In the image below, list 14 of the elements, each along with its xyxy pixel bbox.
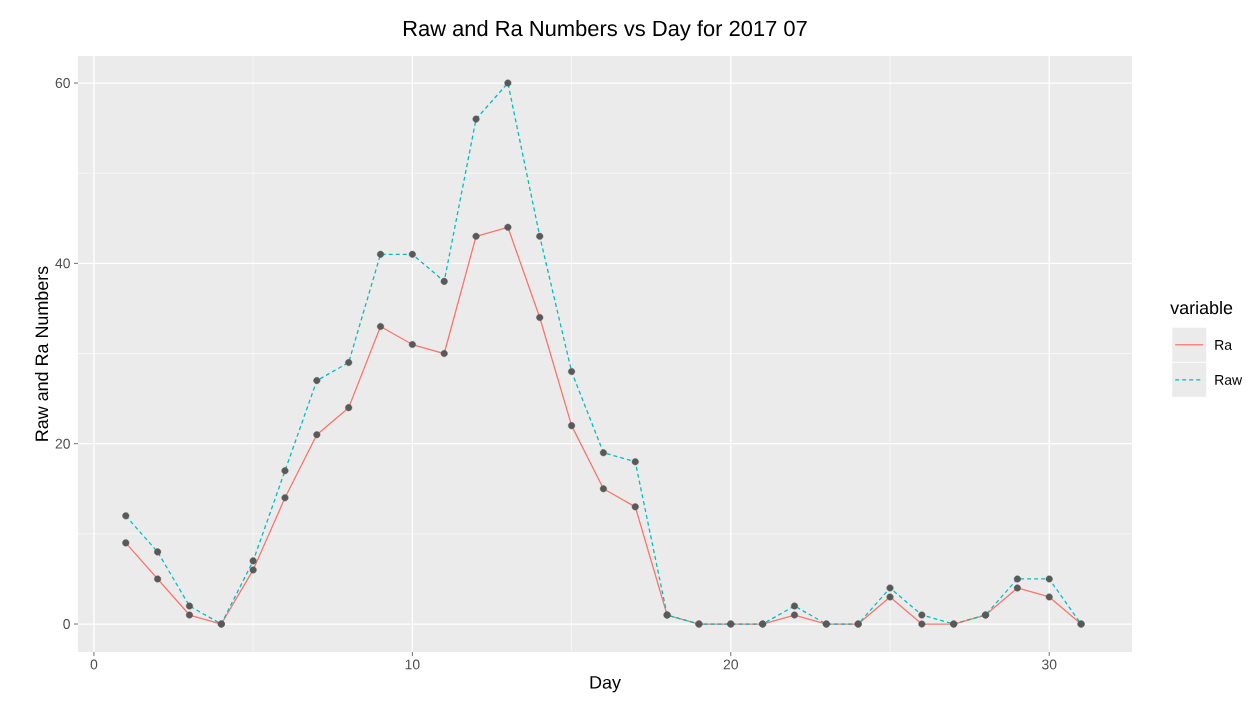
x-axis-title: Day bbox=[590, 676, 621, 693]
y-tick-label: 40 bbox=[55, 258, 70, 269]
chart-title: Raw and Ra Numbers vs Day for 2017 07 bbox=[403, 20, 807, 41]
y-axis-title: Raw and Ra Numbers bbox=[34, 266, 49, 441]
y-tick-label: 60 bbox=[55, 78, 70, 88]
x-tick-label: 30 bbox=[1042, 659, 1057, 670]
x-tick-label: 0 bbox=[90, 659, 98, 670]
x-tick-label: 20 bbox=[723, 659, 739, 670]
legend-label: Ra bbox=[1215, 340, 1233, 350]
legend-title: variable bbox=[1170, 300, 1233, 315]
legend-label: Raw bbox=[1215, 375, 1243, 385]
y-tick-label: 20 bbox=[55, 438, 70, 449]
x-tick-label: 10 bbox=[405, 659, 420, 670]
y-tick-label: 0 bbox=[63, 619, 70, 629]
